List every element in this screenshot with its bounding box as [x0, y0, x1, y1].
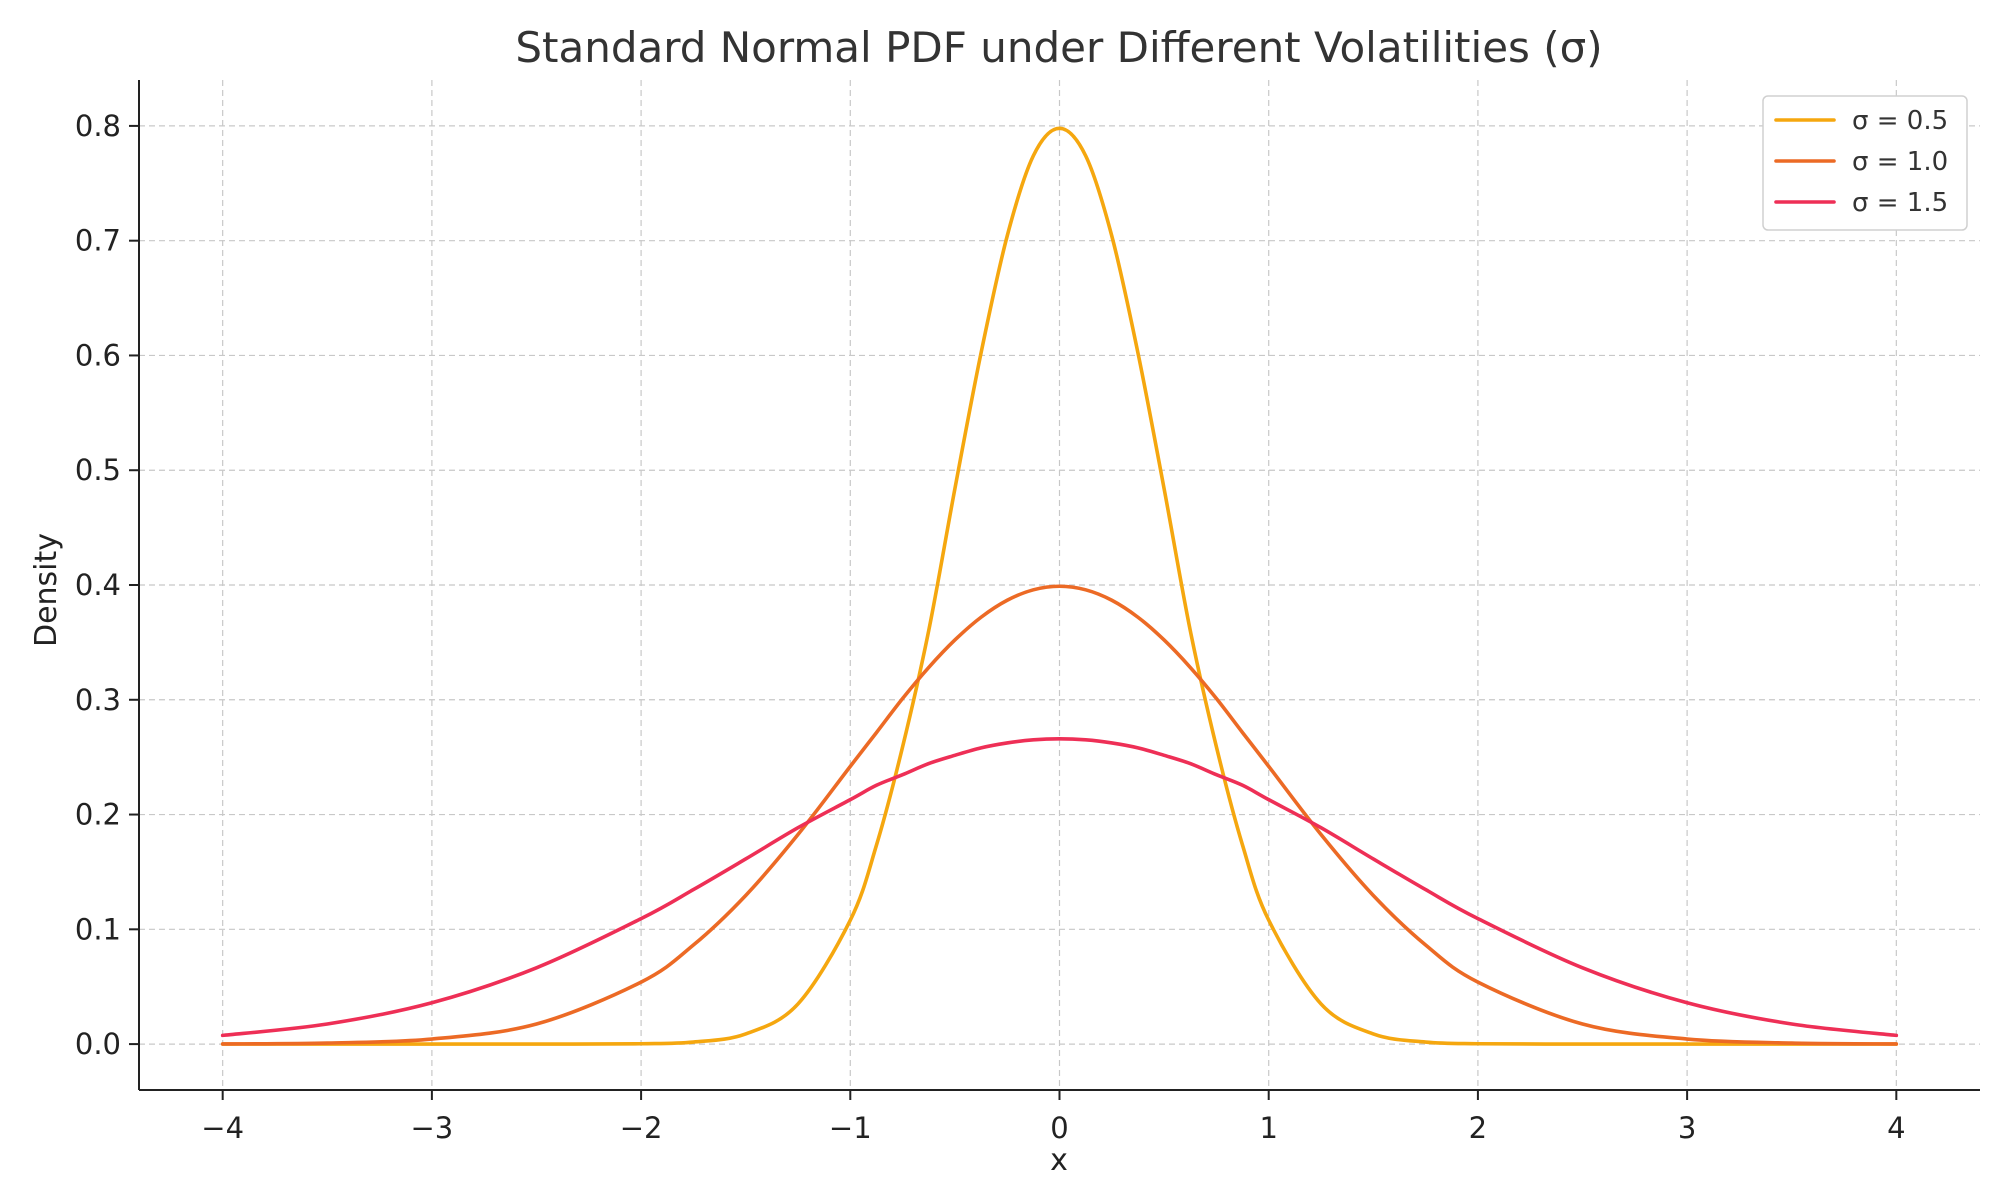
legend-label: σ = 1.5: [1852, 188, 1948, 218]
y-tick-label: 0.4: [75, 568, 121, 602]
series-line: [220, 584, 1899, 1046]
grid: [139, 80, 1980, 1090]
legend-label: σ = 0.5: [1852, 106, 1948, 136]
x-tick-label: −2: [620, 1111, 663, 1145]
series-line: [220, 126, 1899, 1046]
y-tick-label: 0.6: [75, 338, 121, 372]
x-tick-label: 3: [1678, 1111, 1696, 1145]
y-tick-label: 0.3: [75, 683, 121, 717]
series-lines: [220, 126, 1899, 1046]
y-axis-ticks: 0.0 0.1 0.2 0.3 0.4 0.5 0.6 0.7 0.8: [75, 109, 139, 1061]
legend-label: σ = 1.0: [1852, 147, 1948, 177]
x-axis-label: x: [1050, 1143, 1068, 1178]
x-tick-label: 0: [1050, 1111, 1068, 1145]
x-tick-label: 4: [1887, 1111, 1905, 1145]
x-tick-label: 1: [1259, 1111, 1277, 1145]
y-tick-label: 0.1: [75, 912, 121, 946]
legend-box: [1762, 95, 1968, 231]
x-axis-ticks: −4 −3 −2 −1 0 1 2 3 4: [201, 1090, 1906, 1145]
x-tick-label: 2: [1469, 1111, 1487, 1145]
y-tick-label: 0.5: [75, 453, 121, 487]
y-tick-label: 0.2: [75, 798, 121, 832]
y-axis-label: Density: [29, 533, 64, 647]
x-tick-label: −4: [201, 1111, 244, 1145]
series-line: [220, 737, 1899, 1038]
y-tick-label: 0.7: [75, 224, 121, 258]
x-tick-label: −1: [829, 1111, 872, 1145]
y-tick-label: 0.8: [75, 109, 121, 143]
legend: σ = 0.5 σ = 1.0 σ = 1.5: [1762, 95, 1968, 231]
chart-title: Standard Normal PDF under Different Vola…: [515, 23, 1602, 72]
x-tick-label: −3: [411, 1111, 454, 1145]
y-tick-label: 0.0: [75, 1027, 121, 1061]
